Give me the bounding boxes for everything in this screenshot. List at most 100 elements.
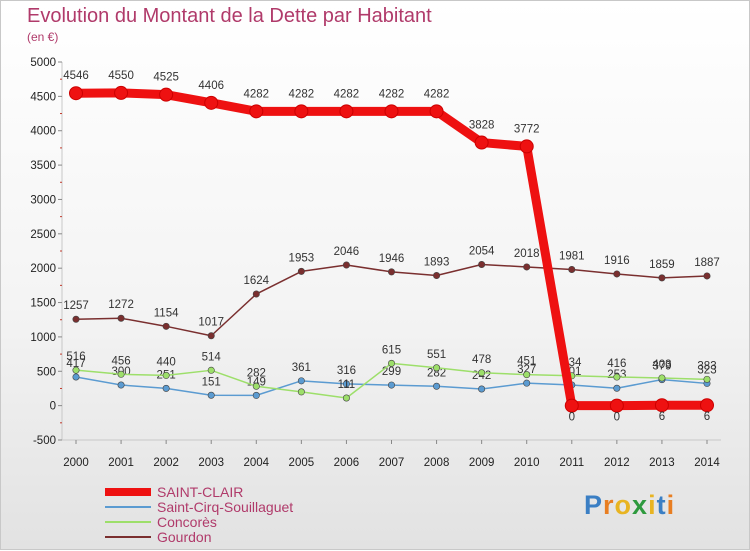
data-label: 1154 [154,307,179,319]
logo-letter: i [666,490,676,520]
data-point [207,391,215,399]
y-tick-label: 500 [37,366,56,378]
data-label: 323 [697,364,716,376]
data-label: 327 [517,364,536,376]
y-tick-label: 3000 [30,194,56,206]
data-point [207,366,215,374]
data-point [117,314,125,322]
data-label: 2054 [469,245,495,257]
data-point [433,364,441,372]
data-label: 149 [247,376,266,388]
data-label: 4282 [243,88,269,100]
data-label: 615 [382,344,401,356]
data-point [700,398,714,413]
data-point [297,377,305,385]
data-label: 3828 [469,120,495,132]
data-label: 416 [607,358,626,370]
data-label: 451 [517,356,536,368]
data-label: 4525 [153,72,179,84]
data-point [252,290,260,298]
x-tick-label: 2010 [514,457,540,469]
data-point [339,104,354,119]
data-label: 0 [569,412,575,424]
logo-letter: r [603,490,615,520]
x-tick-label: 2006 [334,457,360,469]
y-tick-label: -500 [33,435,56,447]
x-tick-label: 2009 [469,457,495,469]
data-point [249,104,264,119]
data-label: 417 [66,358,85,370]
data-point [703,272,711,280]
data-point [613,384,621,392]
data-point [613,270,621,278]
data-point [609,398,624,413]
data-label: 1946 [379,253,405,265]
data-point [162,384,170,392]
x-tick-label: 2002 [153,457,179,469]
data-label: 2046 [334,246,360,258]
x-tick-label: 2000 [63,457,89,469]
legend-item: Gourdon [105,530,365,545]
x-tick-label: 2014 [694,457,720,469]
x-tick-label: 2003 [198,457,224,469]
data-point [159,87,174,102]
data-point [342,380,350,388]
data-label: 299 [382,366,401,378]
x-tick-label: 2013 [649,457,675,469]
data-label: 361 [292,362,311,374]
data-label: 1859 [649,259,675,271]
data-point [429,104,444,119]
legend-swatch [105,488,151,496]
data-point [523,263,531,271]
data-label: 2018 [514,248,540,260]
data-label: 1272 [108,299,134,311]
chart-subtitle: (en €) [27,30,59,44]
data-label: 151 [202,376,221,388]
y-tick-label: 4500 [30,91,56,103]
data-label: 4406 [198,80,224,92]
y-tick-label: 2000 [30,263,56,275]
data-point [117,381,125,389]
data-label: 316 [337,365,356,377]
legend-swatch [105,536,151,538]
data-point [162,371,170,379]
data-point [252,391,260,399]
data-point [478,385,486,393]
data-point [72,366,80,374]
data-point [519,139,534,154]
data-point [658,274,666,282]
legend: SAINT-CLAIR Saint-Cirq-Souillaguet Concorè… [105,485,365,545]
data-point [294,104,309,119]
legend-label: Gourdon [157,529,212,545]
data-label: 6 [704,411,710,423]
data-label: 478 [472,354,491,366]
y-tick-label: 0 [50,401,56,413]
x-tick-label: 2005 [289,457,315,469]
logo-letter: P [584,490,604,520]
y-tick-label: 1500 [30,298,56,310]
data-label: 4546 [63,70,89,82]
data-label: 1017 [198,317,224,329]
proxiti-logo: Proxiti [584,490,675,521]
data-point [117,370,125,378]
data-label: 403 [652,359,671,371]
data-point [72,373,80,381]
data-label: 1624 [243,275,269,287]
legend-swatch [105,506,151,508]
y-tick-label: 5000 [30,57,56,69]
data-point [387,268,395,276]
data-label: 282 [247,367,266,379]
data-point [564,398,579,413]
y-tick-label: 1000 [30,332,56,344]
data-point [658,374,666,382]
data-label: 1981 [559,250,585,262]
data-point [523,379,531,387]
data-label: 282 [427,367,446,379]
data-label: 1953 [289,252,315,264]
x-tick-label: 2012 [604,457,630,469]
data-point [433,382,441,390]
data-point [207,332,215,340]
legend-swatch [105,521,151,523]
data-label: 111 [338,379,355,391]
logo-letter: i [648,490,657,520]
